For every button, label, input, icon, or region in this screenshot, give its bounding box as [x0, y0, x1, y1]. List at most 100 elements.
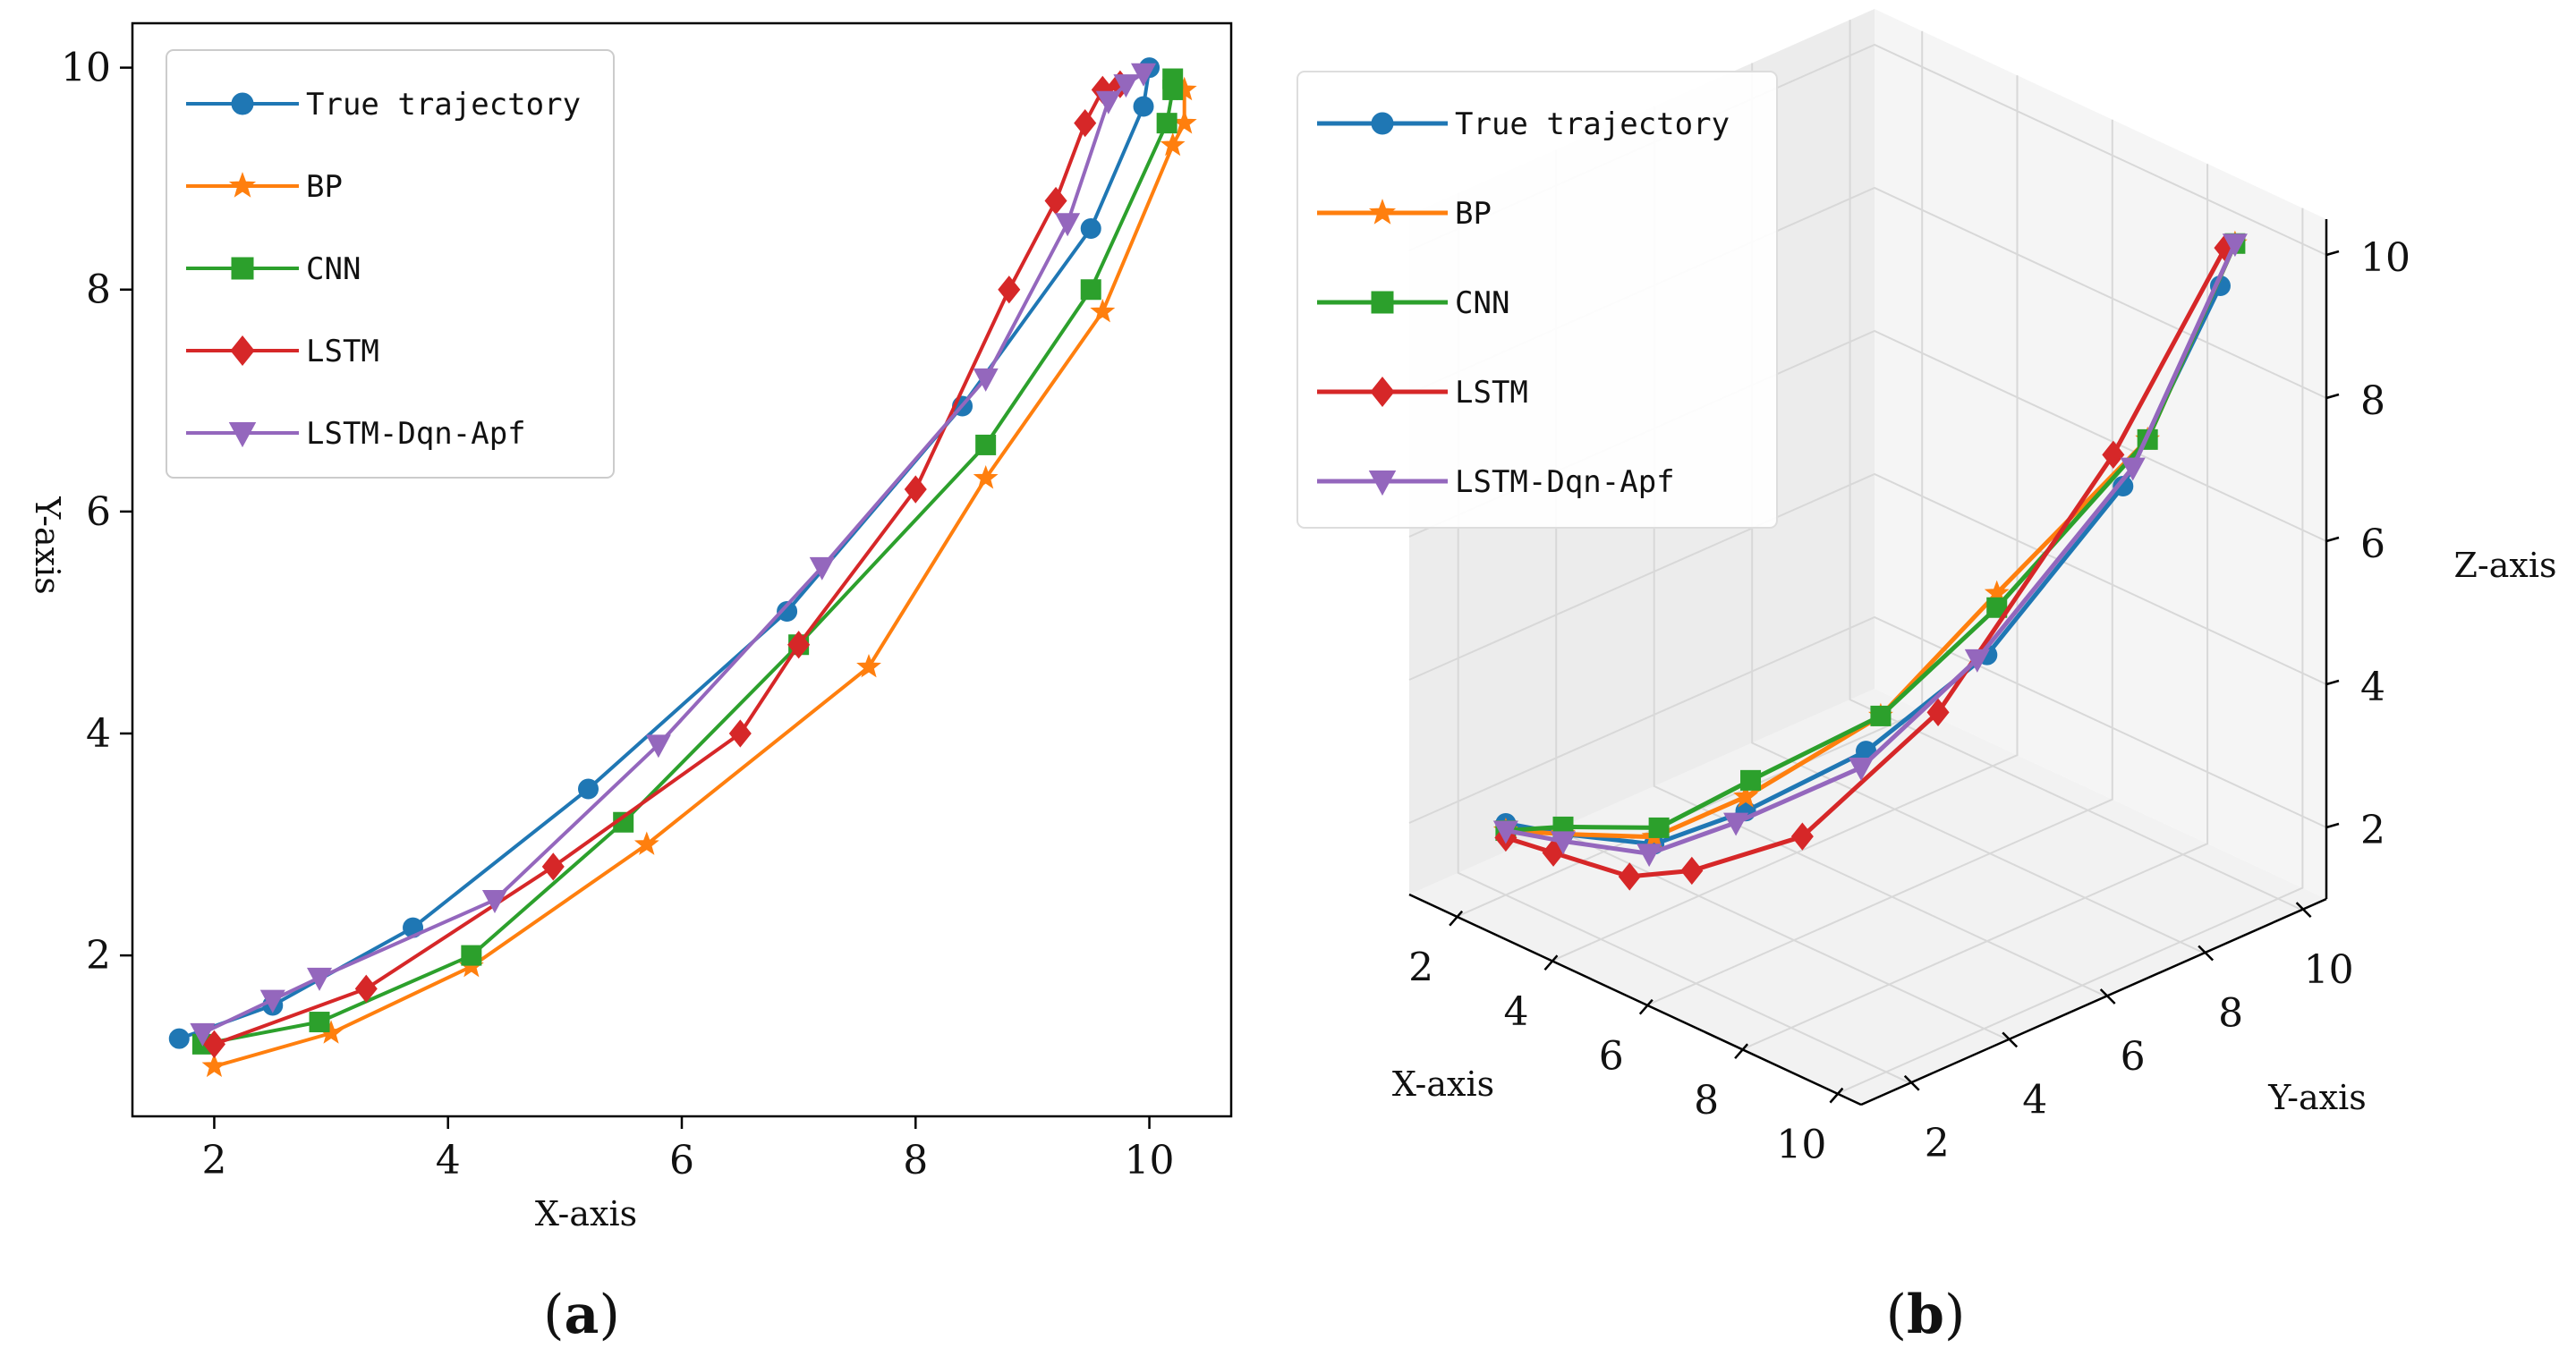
panel-b-y-axis-line: [1860, 897, 2327, 1106]
panel-b-point-lstm: [1618, 862, 1641, 891]
panel-b-legend-label: LSTM-Dqn-Apf: [1455, 464, 1675, 500]
panel-b-point-lstm: [1680, 856, 1704, 886]
panel-b-legend-label: BP: [1455, 196, 1492, 232]
panel-b-series: [1492, 230, 2248, 891]
panel-b-z-tick-mark: [2325, 679, 2340, 686]
panel-a-caption-letter: a: [565, 1284, 599, 1346]
panel-a-x-tick-label: 4: [436, 1138, 461, 1183]
panel-a-y-tick-label: 10: [61, 46, 111, 91]
panel-b-z-tick-label: 2: [2360, 808, 2385, 853]
panel-a-point-lstm-dqn-apf: [973, 368, 999, 392]
panel-b-x-tick-mark: [1829, 1087, 1844, 1104]
panel-a-point-cnn: [1080, 279, 1101, 301]
panel-b-point-bp: [1733, 784, 1758, 808]
panel-b-point-cnn: [1870, 705, 1892, 726]
panel-a-point-lstm-dqn-apf: [1095, 90, 1121, 114]
panel-b-legend-entry-bp: BP: [1317, 196, 1492, 232]
panel-a-series-lstm-dqn-apf: [190, 63, 1157, 1047]
panel-b-x-tick-mark: [1543, 954, 1559, 971]
panel-b-y-tick-mark: [2002, 1031, 2019, 1048]
panel-a-line-bp: [213, 89, 1186, 1069]
panel-b-gridline-x: [1836, 208, 2304, 1095]
panel-b-legend-label: CNN: [1455, 285, 1509, 321]
panel-a-x-tick-label: 8: [903, 1138, 928, 1183]
panel-a-y-tick-label: 8: [86, 267, 111, 313]
panel-a-point-bp: [856, 653, 881, 678]
panel-b-legend-entry-cnn: CNN: [1317, 285, 1509, 321]
panel-a-point-bp: [201, 1053, 227, 1078]
panel-b-point-lstm-dqn-apf: [1849, 758, 1875, 782]
panel-a-point-lstm-dqn-apf: [809, 556, 835, 581]
panel-b-back-wall-pane: [1875, 9, 2326, 899]
panel-a-legend-entry-lstm: LSTM: [186, 334, 379, 369]
panel-b-x-tick-mark: [1449, 910, 1464, 927]
panel-a-point-lstm-dqn-apf: [190, 1022, 216, 1047]
panel-b-x-tick-label: 4: [1503, 989, 1528, 1035]
panel-a-series: [168, 57, 1197, 1078]
panel-b-caption-letter: b: [1907, 1284, 1944, 1346]
panel-b-legend-marker: [1368, 199, 1397, 225]
panel-a-point-true-trajectory: [777, 601, 798, 623]
panel-b-z-tick-mark: [2325, 536, 2340, 543]
panel-b-gridline-z: [1408, 472, 2327, 685]
panel-b-point-lstm-dqn-apf: [1964, 649, 1990, 673]
panel-a-legend-marker: [230, 335, 255, 367]
panel-b-legend-entry-true-trajectory: True trajectory: [1317, 106, 1730, 142]
panel-b-x-tick-label: 10: [1776, 1123, 1826, 1168]
panel-b-legend-label: LSTM: [1455, 375, 1528, 411]
panel-a-point-lstm-dqn-apf: [1130, 63, 1157, 87]
panel-b-point-lstm-dqn-apf: [1723, 812, 1749, 836]
panel-b-point-lstm-dqn-apf: [2120, 457, 2146, 481]
panel-a-x-tick-label: 6: [669, 1138, 694, 1183]
panel-b-point-lstm: [1790, 822, 1814, 851]
panel-b-point-lstm: [2102, 440, 2125, 469]
panel-a-y-tick-label: 6: [86, 489, 111, 535]
panel-b-z-tick-label: 8: [2360, 378, 2385, 424]
panel-b-legend-entry-lstm: LSTM: [1317, 375, 1528, 411]
panel-b-line-cnn: [1505, 242, 2238, 833]
panel-a-point-lstm: [541, 852, 565, 881]
panel-a-legend-label: LSTM: [306, 334, 379, 369]
panel-b-z-tick-label: 4: [2360, 665, 2385, 710]
panel-a-legend-label: CNN: [306, 251, 361, 287]
panel-a-legend-marker: [228, 421, 257, 448]
panel-b-point-lstm-dqn-apf: [2222, 233, 2248, 258]
panel-b-legend-marker: [1371, 291, 1394, 314]
panel-b-legend-entry-lstm-dqn-apf: LSTM-Dqn-Apf: [1317, 464, 1675, 500]
panel-a-point-bp: [973, 464, 999, 489]
panel-b-x-tick-label: 8: [1694, 1078, 1719, 1123]
panel-a-point-lstm-dqn-apf: [481, 890, 508, 913]
panel-b-gridline-z: [1408, 615, 2327, 828]
panel-a-y-axis-label: Y-axis: [28, 496, 67, 595]
panel-a-x-tick-label: 10: [1125, 1138, 1175, 1183]
panel-b-point-lstm: [1926, 698, 1950, 726]
panel-a-point-lstm-dqn-apf: [645, 734, 671, 759]
panel-a-point-cnn: [1156, 113, 1177, 134]
panel-a-legend-entry-true-trajectory: True trajectory: [186, 87, 581, 123]
panel-a-series-bp: [201, 76, 1197, 1078]
panel-a-point-lstm: [1074, 109, 1097, 138]
panel-a-point-lstm: [728, 719, 752, 748]
panel-a-legend-entry-lstm-dqn-apf: LSTM-Dqn-Apf: [186, 416, 526, 452]
panel-a-line-cnn: [202, 79, 1175, 1047]
panel-b-y-tick-label: 8: [2218, 991, 2243, 1037]
panel-a-legend-label: LSTM-Dqn-Apf: [306, 416, 526, 452]
panel-b-y-tick-mark: [2295, 902, 2312, 918]
panel-b-legend-box: [1297, 71, 1778, 529]
panel-b-y-axis-label: Y-axis: [2267, 1078, 2367, 1117]
panel-b-series-lstm-dqn-apf: [1492, 233, 2248, 868]
panel-b-y-tick-mark: [1903, 1074, 1920, 1091]
panel-b-series-lstm: [1494, 233, 2237, 891]
panel-a-point-lstm-dqn-apf: [1113, 74, 1139, 98]
panel-a-point-true-trajectory: [168, 1028, 190, 1049]
panel-b-x-tick-label: 6: [1599, 1034, 1624, 1080]
panel-b-y-tick-label: 10: [2304, 947, 2354, 993]
panel-a-point-lstm-dqn-apf: [306, 967, 333, 991]
panel-a-point-cnn: [309, 1012, 330, 1033]
panel-a-point-bp: [633, 831, 659, 855]
panel-b-y-tick-label: 4: [2022, 1077, 2047, 1123]
panel-a-point-lstm: [998, 276, 1021, 304]
panel-b-x-tick-label: 2: [1408, 945, 1433, 991]
panel-b-caption: (b): [1886, 1284, 1966, 1346]
